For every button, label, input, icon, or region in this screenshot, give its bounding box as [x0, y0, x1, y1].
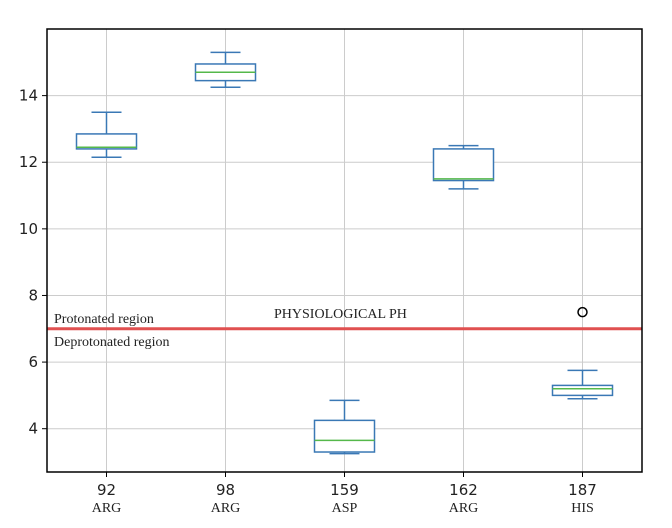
- box-159: [313, 399, 376, 455]
- x-tick-sublabel: ARG: [449, 501, 479, 516]
- box-body: [551, 384, 614, 397]
- box-series: [75, 51, 614, 455]
- y-tick-label: 4: [28, 420, 38, 438]
- x-tick-sublabel: ARG: [92, 501, 122, 516]
- y-tick-label: 12: [19, 153, 38, 171]
- x-tick-sublabel: ARG: [211, 501, 241, 516]
- x-tick-label: 159: [330, 481, 359, 499]
- y-tick-label: 14: [19, 87, 38, 105]
- x-tick-sublabel: ASP: [332, 501, 358, 516]
- deprotonated-region-label: Deprotonated region: [54, 335, 169, 350]
- x-tick-label: 98: [216, 481, 235, 499]
- box-162: [432, 144, 495, 190]
- y-tick-label: 6: [28, 353, 38, 371]
- y-tick-label: 8: [28, 286, 38, 304]
- x-tick-sublabel: HIS: [571, 501, 594, 516]
- box-92: [75, 111, 138, 158]
- annotations: Protonated region PHYSIOLOGICAL PH Depro…: [54, 307, 407, 350]
- x-tick-label: 162: [449, 481, 478, 499]
- box-98: [194, 51, 257, 89]
- box-body: [313, 419, 376, 453]
- x-tick-label: 92: [97, 481, 116, 499]
- grid-lines: [47, 29, 642, 472]
- box-body: [75, 133, 138, 150]
- protonated-region-label: Protonated region: [54, 312, 154, 327]
- box-body: [432, 148, 495, 182]
- outlier-point: [577, 306, 588, 318]
- box-187: [551, 306, 614, 400]
- x-tick-label: 187: [568, 481, 597, 499]
- y-tick-label: 10: [19, 220, 38, 238]
- physiological-ph-label: PHYSIOLOGICAL PH: [274, 307, 407, 322]
- axis-ticks: 4 6 8 10 12 14 92 ARG 98 ARG 159 ASP 162 ARG 187 HIS: [19, 87, 597, 516]
